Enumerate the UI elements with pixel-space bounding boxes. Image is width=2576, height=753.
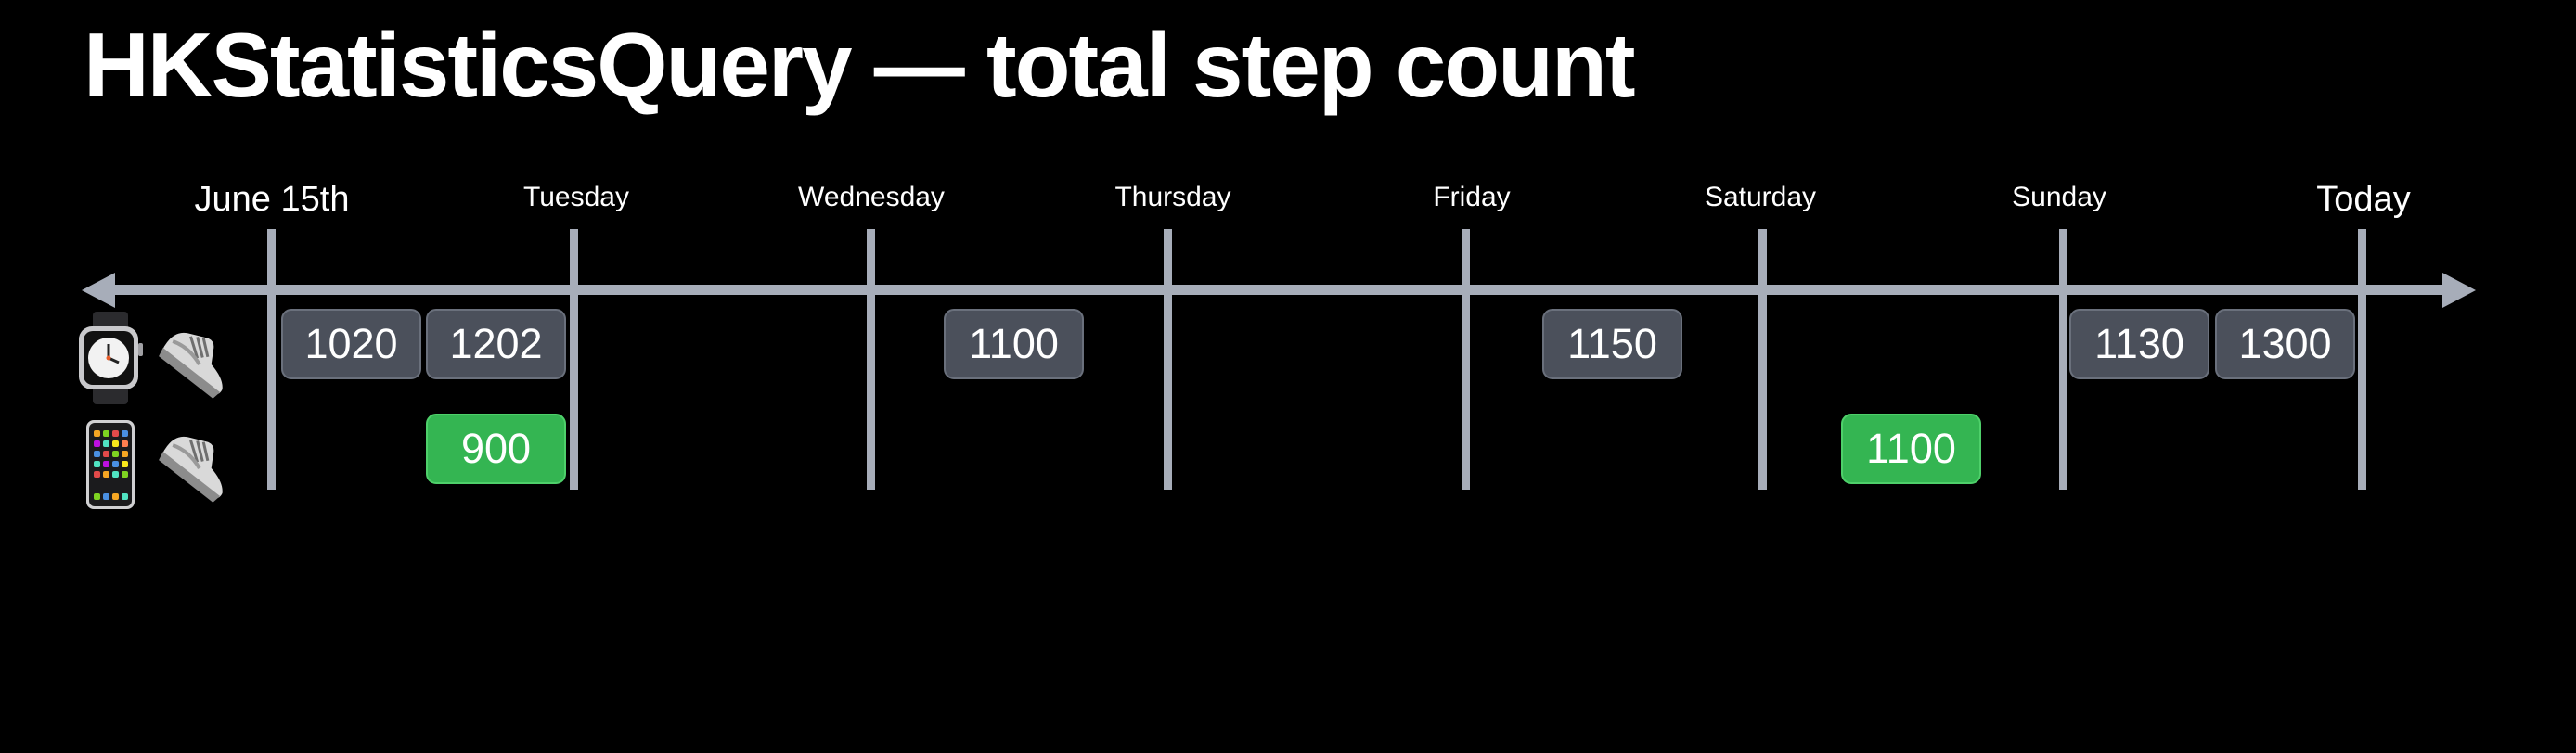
tick-label-sunday: Sunday (2012, 182, 2106, 212)
timeline-axis (93, 285, 2459, 295)
tick-saturday (1758, 229, 1767, 490)
tick-label-thursday: Thursday (1114, 182, 1231, 212)
sneaker-icon (156, 419, 243, 508)
iphone-icon (85, 419, 135, 510)
tick-wednesday (867, 229, 875, 490)
watch-sample-box: 1100 (944, 309, 1084, 379)
tick-label-saturday: Saturday (1704, 182, 1817, 212)
tick-today (2358, 229, 2366, 490)
apple-watch-icon (76, 312, 145, 404)
tick-label-friday: Friday (1433, 182, 1511, 212)
tick-thursday (1164, 229, 1172, 490)
tick-friday (1462, 229, 1470, 490)
tick-june-15th (267, 229, 276, 490)
watch-sample-box: 1202 (426, 309, 566, 379)
axis-left-arrowhead (82, 273, 115, 308)
axis-right-arrowhead (2442, 273, 2476, 308)
watch-sample-box: 1300 (2215, 309, 2355, 379)
tick-label-june-15th: June 15th (194, 180, 350, 219)
watch-sample-box: 1130 (2069, 309, 2209, 379)
watch-sample-box: 1020 (281, 309, 421, 379)
tick-sunday (2059, 229, 2067, 490)
tick-label-today: Today (2316, 180, 2411, 219)
phone-sample-box: 900 (426, 414, 566, 484)
slide-title: HKStatisticsQuery — total step count (84, 14, 1636, 116)
watch-sample-box: 1150 (1542, 309, 1682, 379)
tick-label-wednesday: Wednesday (798, 182, 945, 212)
tick-label-tuesday: Tuesday (523, 182, 629, 212)
sneaker-icon (156, 315, 243, 404)
phone-sample-box: 1100 (1841, 414, 1981, 484)
tick-tuesday (570, 229, 578, 490)
